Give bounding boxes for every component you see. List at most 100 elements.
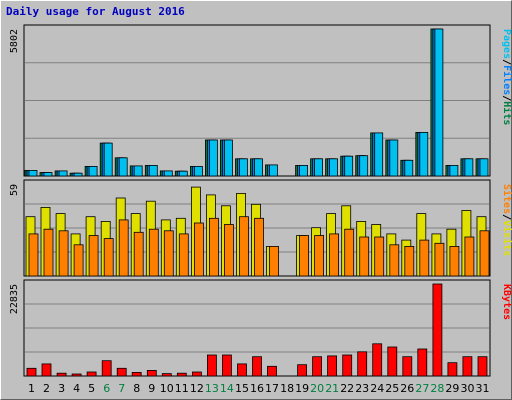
day-label: 2 [43, 382, 50, 395]
bar-kbytes [447, 362, 458, 377]
bar-sites [434, 242, 445, 277]
day-label: 6 [103, 382, 110, 395]
bar-pages [314, 158, 324, 177]
day-label: 1 [28, 382, 35, 395]
day-label: 14 [220, 382, 234, 395]
day-label: 12 [190, 382, 204, 395]
day-label: 20 [310, 382, 324, 395]
legend-item-hits: Hits [501, 101, 512, 125]
bar-pages [118, 157, 128, 177]
bar-sites [419, 239, 430, 277]
legend-item-kbytes: KBytes [501, 284, 512, 320]
bar-pages [449, 164, 459, 177]
bar-pages [43, 172, 53, 177]
day-label: 25 [385, 382, 399, 395]
bar-sites [344, 228, 355, 277]
bar-sites [254, 217, 264, 277]
legend-hits: Pages/Files/Hits [501, 29, 512, 125]
bar-pages [344, 155, 354, 177]
bar-kbytes [357, 351, 368, 377]
bar-sites [449, 245, 460, 277]
legend-visits: Sites/Visits [501, 184, 512, 256]
y-max-label: 5802 [9, 29, 20, 53]
bar-sites [239, 216, 249, 277]
bar-kbytes [41, 363, 52, 377]
bar-sites [193, 222, 204, 277]
day-label: 18 [280, 382, 294, 395]
bar-sites [133, 231, 144, 277]
day-label: 29 [445, 382, 459, 395]
bar-sites [73, 244, 84, 277]
bar-kbytes [417, 348, 428, 377]
bar-sites [389, 244, 400, 277]
bar-sites [28, 233, 39, 277]
panel-kbytes: 22835 KBytes [9, 279, 512, 377]
bar-pages [479, 158, 489, 177]
bar-kbytes [86, 371, 97, 377]
legend-separator: / [501, 95, 512, 101]
bar-sites [178, 233, 189, 277]
day-label: 28 [430, 382, 444, 395]
bar-pages [254, 158, 263, 177]
chart-title: Daily usage for August 2016 [6, 5, 185, 18]
bar-kbytes [237, 363, 247, 377]
legend-item-pages: Pages [501, 29, 512, 59]
bar-kbytes [327, 355, 338, 377]
day-label: 3 [58, 382, 65, 395]
day-label: 19 [295, 382, 309, 395]
y-max-label: 22835 [9, 284, 20, 314]
bar-pages [88, 165, 98, 177]
bar-kbytes [56, 372, 67, 377]
bar-sites [118, 219, 129, 277]
bar-kbytes [312, 356, 323, 377]
bar-sites [329, 233, 340, 277]
bar-sites [223, 224, 234, 277]
bar-kbytes [206, 354, 217, 377]
panel-visits: 59 Sites/Visits [9, 179, 512, 277]
bar-pages [73, 172, 83, 177]
day-label: 15 [235, 382, 249, 395]
day-label: 17 [265, 382, 279, 395]
bar-sites [208, 217, 219, 277]
bar-pages [148, 164, 158, 177]
bar-kbytes [71, 373, 82, 377]
bar-sites [464, 236, 475, 277]
bar-kbytes [342, 354, 353, 377]
day-label: 5 [88, 382, 95, 395]
bar-kbytes [462, 356, 473, 377]
bar-sites [148, 228, 159, 277]
bar-kbytes [432, 283, 443, 377]
bar-pages [419, 131, 429, 177]
bar-sites [374, 236, 385, 277]
bar-sites [88, 235, 99, 277]
bar-kbytes [372, 343, 383, 377]
day-label: 8 [133, 382, 140, 395]
bar-sites [314, 235, 325, 277]
bar-pages [58, 170, 68, 177]
bar-sites [103, 238, 114, 277]
legend-kbytes: KBytes [501, 284, 512, 320]
bar-pages [223, 139, 233, 177]
legend-item-sites: Sites [501, 184, 512, 214]
bar-pages [28, 169, 38, 177]
day-label: 21 [325, 382, 339, 395]
bar-sites [163, 230, 174, 277]
bar-pages [359, 155, 369, 177]
bar-sites [479, 230, 490, 277]
bar-pages [133, 165, 143, 177]
bar-sites [43, 228, 54, 277]
day-label: 16 [250, 382, 264, 395]
bar-kbytes [191, 371, 202, 377]
day-label: 31 [476, 382, 490, 395]
legend-item-files: Files [501, 65, 512, 95]
bar-pages [269, 164, 278, 177]
bar-kbytes [402, 356, 413, 377]
bar-kbytes [252, 356, 262, 377]
bar-kbytes [146, 369, 157, 377]
day-label: 4 [73, 382, 80, 395]
bar-kbytes [116, 367, 127, 377]
bar-kbytes [131, 371, 142, 377]
bar-kbytes [477, 356, 488, 377]
bar-pages [299, 164, 309, 177]
bar-kbytes [176, 372, 187, 377]
